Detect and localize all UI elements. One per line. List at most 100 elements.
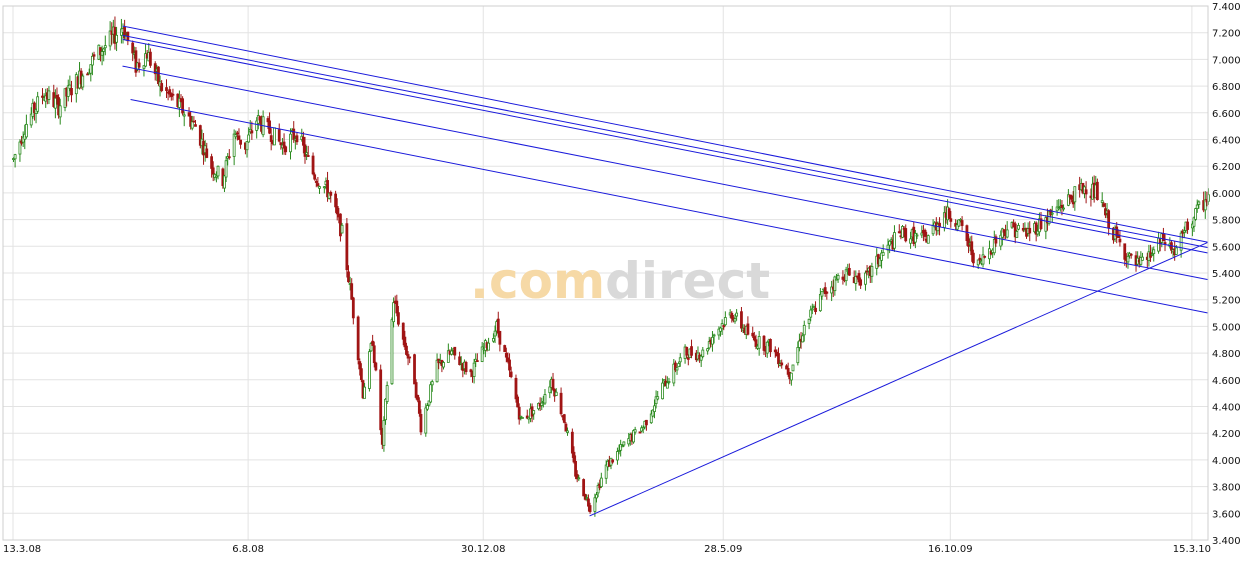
candle (279, 141, 283, 150)
candle (322, 185, 326, 194)
candle (667, 377, 671, 385)
candle (773, 346, 777, 358)
candle (350, 278, 354, 300)
candle (41, 88, 44, 105)
candle (599, 472, 603, 489)
candle (1192, 216, 1196, 232)
candle (509, 366, 513, 379)
candle (1050, 205, 1054, 223)
candle (1049, 208, 1053, 218)
candle (780, 359, 784, 369)
watermark-suffix: direct (605, 252, 770, 310)
candle (198, 124, 202, 149)
candle (830, 280, 834, 302)
candle (1047, 211, 1051, 226)
candle (757, 331, 761, 356)
candle (153, 61, 157, 81)
trendline (122, 34, 1209, 249)
candle (857, 270, 861, 286)
x-tick-label: 28.5.09 (704, 544, 742, 555)
candle (633, 426, 637, 435)
candle (926, 234, 930, 244)
candle (554, 388, 558, 397)
candles (12, 16, 1210, 517)
candle (187, 107, 191, 117)
candle (245, 141, 249, 158)
candle (368, 349, 371, 392)
candle (223, 174, 226, 193)
candle (58, 98, 62, 125)
candle (638, 431, 642, 434)
candle (677, 361, 681, 368)
candle (825, 291, 829, 300)
candle (833, 275, 837, 296)
candle (678, 353, 682, 367)
candle (947, 207, 951, 219)
candle (311, 152, 315, 176)
candle (686, 354, 690, 366)
candle (957, 219, 961, 228)
candle (1118, 230, 1122, 247)
candle (340, 222, 344, 234)
candle (134, 47, 138, 77)
candle (1036, 224, 1040, 237)
candle (169, 92, 173, 101)
candle (572, 446, 576, 464)
candle (769, 338, 772, 357)
candle (559, 387, 563, 416)
candle (277, 123, 281, 143)
candle (157, 66, 160, 86)
candle (920, 225, 924, 239)
candle (237, 128, 241, 141)
candle (227, 149, 231, 160)
candle (160, 80, 164, 93)
candle (211, 161, 215, 182)
candle (427, 400, 431, 407)
candle (847, 263, 851, 276)
candle (89, 64, 93, 82)
candle (859, 277, 863, 289)
candle (289, 128, 292, 160)
candle (627, 432, 631, 447)
candle (314, 178, 318, 188)
candle (711, 331, 714, 352)
candle (798, 333, 801, 352)
candle (651, 409, 655, 418)
candle (717, 326, 721, 340)
candle (789, 372, 793, 386)
candle (674, 360, 677, 373)
candle (865, 264, 869, 276)
candle (144, 43, 147, 68)
candle (1136, 251, 1140, 266)
y-tick-label: 5.400 (1212, 269, 1241, 280)
candle (81, 73, 85, 91)
candle (126, 31, 130, 46)
candle (232, 129, 236, 166)
candle (802, 320, 806, 342)
candle (1102, 201, 1106, 208)
x-tick-label: 13.3.08 (3, 544, 41, 555)
candle (844, 266, 848, 286)
watermark-logo: .comdirect (470, 252, 770, 310)
candle (675, 367, 679, 375)
candle (814, 301, 817, 315)
candle (620, 444, 624, 448)
y-tick-label: 3.400 (1212, 536, 1241, 547)
candle (503, 344, 507, 353)
candle (303, 136, 307, 164)
candle (255, 117, 259, 139)
candle (492, 333, 495, 343)
candle (971, 249, 975, 268)
candle (1150, 247, 1154, 257)
candle (318, 185, 321, 194)
candle (268, 112, 271, 135)
candle (707, 336, 711, 350)
candle (1203, 191, 1207, 219)
candle (735, 309, 739, 321)
candle (1163, 234, 1167, 252)
candle (403, 330, 407, 350)
candle (426, 403, 429, 411)
candle (210, 153, 213, 178)
candle (102, 47, 106, 62)
